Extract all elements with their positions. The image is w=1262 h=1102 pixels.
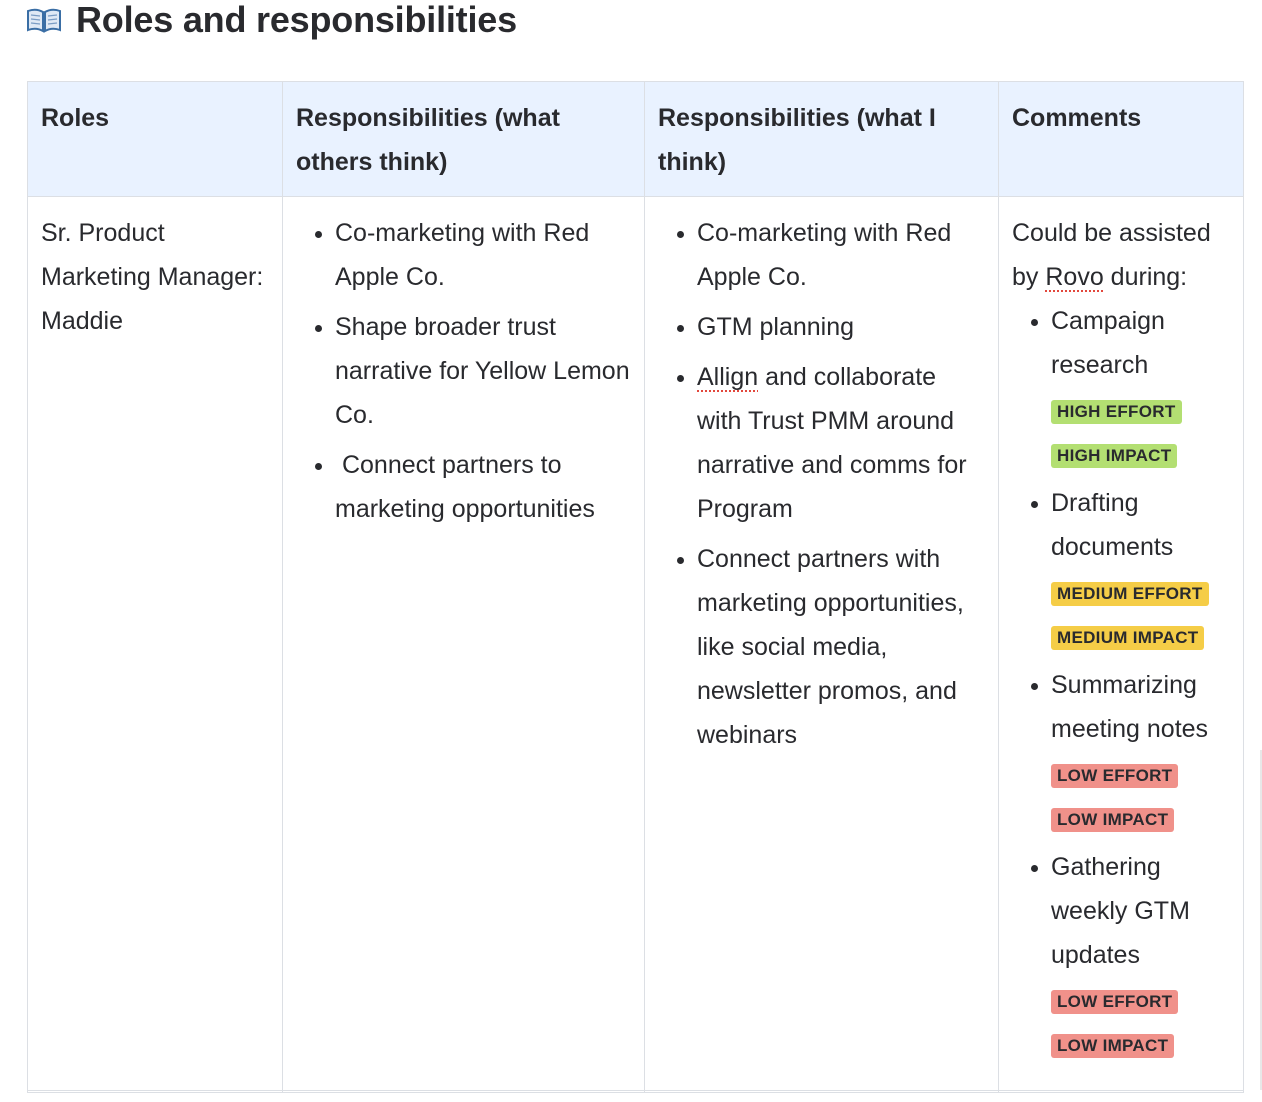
list-item-text: and collaborate with Trust PMM around na…	[697, 363, 974, 523]
header-comments: Comments	[998, 81, 1244, 197]
header-responsibilities-mine: Responsibilities (what I think)	[644, 81, 999, 197]
others-think-list: Co-marketing with Red Apple Co. Shape br…	[296, 211, 631, 531]
impact-badge: LOW IMPACT	[1051, 808, 1175, 832]
list-item: Connect partners with marketing opportun…	[697, 537, 985, 757]
scrollbar-edge[interactable]	[1260, 750, 1262, 1090]
section-heading: Roles and responsibilities	[26, 0, 517, 46]
effort-badge: MEDIUM EFFORT	[1051, 582, 1209, 606]
effort-badge: LOW EFFORT	[1051, 764, 1179, 788]
effort-badge: LOW EFFORT	[1051, 990, 1179, 1014]
comment-item-text: Drafting documents	[1051, 489, 1174, 561]
table-bottom-divider	[27, 1090, 1243, 1091]
misspelled-word[interactable]: Allign	[697, 363, 759, 391]
table-header-row: Roles Responsibilities (what others thin…	[27, 81, 1244, 197]
table-row: Sr. Product Marketing Manager: Maddie Co…	[27, 196, 1244, 1093]
list-item: Summarizing meeting notes LOW EFFORT LOW…	[1051, 663, 1230, 839]
i-think-list: Co-marketing with Red Apple Co. GTM plan…	[658, 211, 985, 757]
roles-table: Roles Responsibilities (what others thin…	[27, 81, 1244, 1093]
page-title: Roles and responsibilities	[76, 0, 517, 40]
comment-item-text: Campaign research	[1051, 307, 1165, 379]
list-item: Connect partners to marketing opportunit…	[335, 443, 631, 531]
role-text: Sr. Product Marketing Manager: Maddie	[41, 219, 264, 335]
list-item-text: Connect partners to marketing opportunit…	[335, 451, 595, 523]
role-cell[interactable]: Sr. Product Marketing Manager: Maddie	[27, 196, 283, 1093]
list-item: Shape broader trust narrative for Yellow…	[335, 305, 631, 437]
list-item: Gathering weekly GTM updates LOW EFFORT …	[1051, 845, 1230, 1065]
list-item: Allign and collaborate with Trust PMM ar…	[697, 355, 985, 531]
flagged-word[interactable]: Rovo	[1045, 263, 1104, 291]
header-roles: Roles	[27, 81, 283, 197]
comments-intro: Could be assisted by Rovo during:	[1012, 211, 1230, 299]
effort-badge: HIGH EFFORT	[1051, 400, 1182, 424]
comment-item-text: Summarizing meeting notes	[1051, 671, 1209, 743]
impact-badge: LOW IMPACT	[1051, 1034, 1175, 1058]
impact-badge: MEDIUM IMPACT	[1051, 626, 1205, 650]
list-item: Co-marketing with Red Apple Co.	[335, 211, 631, 299]
list-item: GTM planning	[697, 305, 985, 349]
comments-intro-text: Could be assisted by	[1012, 219, 1218, 291]
list-item: Campaign research HIGH EFFORT HIGH IMPAC…	[1051, 299, 1230, 475]
open-book-icon	[26, 6, 62, 34]
list-item: Drafting documents MEDIUM EFFORT MEDIUM …	[1051, 481, 1230, 657]
header-responsibilities-others: Responsibilities (what others think)	[282, 81, 645, 197]
others-think-cell[interactable]: Co-marketing with Red Apple Co. Shape br…	[282, 196, 645, 1093]
list-item: Co-marketing with Red Apple Co.	[697, 211, 985, 299]
i-think-cell[interactable]: Co-marketing with Red Apple Co. GTM plan…	[644, 196, 999, 1093]
comments-cell[interactable]: Could be assisted by Rovo during: Campai…	[998, 196, 1244, 1093]
comment-item-text: Gathering weekly GTM updates	[1051, 853, 1190, 969]
impact-badge: HIGH IMPACT	[1051, 444, 1178, 468]
comments-list: Campaign research HIGH EFFORT HIGH IMPAC…	[1012, 299, 1230, 1065]
comments-intro-text: during:	[1103, 263, 1188, 291]
